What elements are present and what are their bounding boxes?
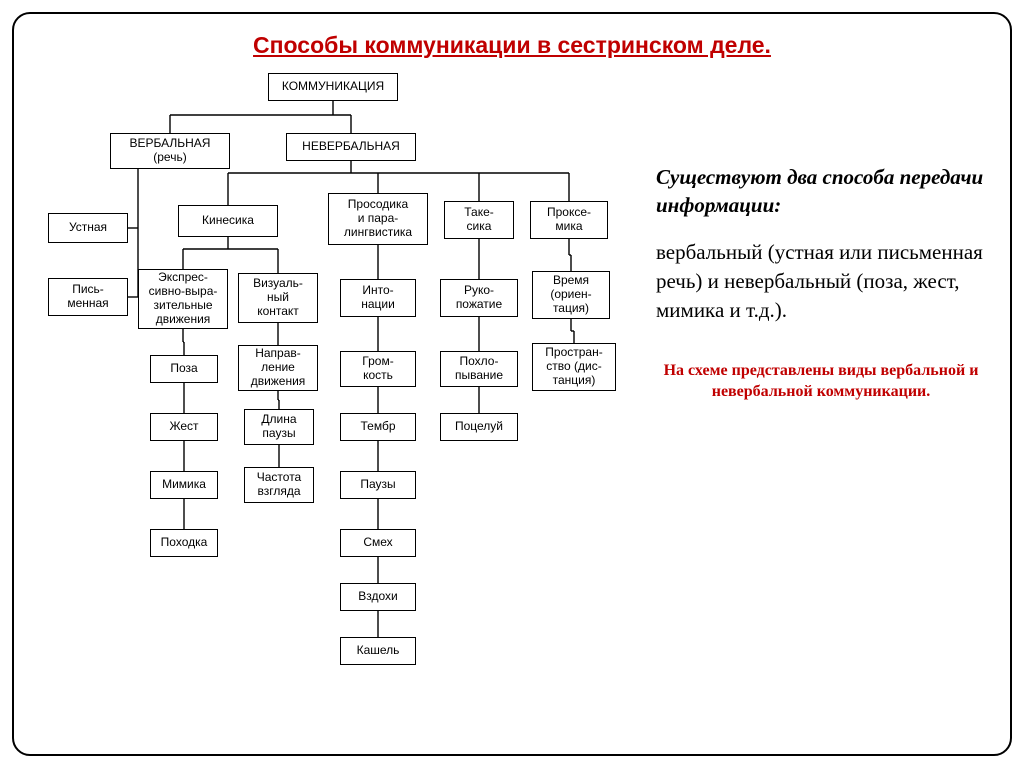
node-gait: Походка <box>150 529 218 557</box>
node-gesture: Жест <box>150 413 218 441</box>
node-cough: Кашель <box>340 637 416 665</box>
node-time: Время(ориен-тация) <box>532 271 610 319</box>
node-verbal: ВЕРБАЛЬНАЯ(речь) <box>110 133 230 169</box>
node-oral: Устная <box>48 213 128 243</box>
node-sigh: Вздохи <box>340 583 416 611</box>
slide-frame: Способы коммуникации в сестринском деле.… <box>12 12 1012 756</box>
node-laugh: Смех <box>340 529 416 557</box>
node-visual: Визуаль-ныйконтакт <box>238 273 318 323</box>
node-take: Таке-сика <box>444 201 514 239</box>
node-inton: Инто-нации <box>340 279 416 317</box>
node-written: Пись-менная <box>48 278 128 316</box>
tree-diagram: КОММУНИКАЦИЯ ВЕРБАЛЬНАЯ(речь) НЕВЕРБАЛЬНАЯ… <box>38 73 638 713</box>
node-space: Простран-ство (дис-танция) <box>532 343 616 391</box>
node-mimic: Мимика <box>150 471 218 499</box>
content-row: КОММУНИКАЦИЯ ВЕРБАЛЬНАЯ(речь) НЕВЕРБАЛЬНАЯ… <box>38 73 986 713</box>
node-loud: Гром-кость <box>340 351 416 387</box>
node-expr: Экспрес-сивно-выра-зительныедвижения <box>138 269 228 329</box>
node-nonverb: НЕВЕРБАЛЬНАЯ <box>286 133 416 161</box>
node-timbre: Тембр <box>340 413 416 441</box>
node-root: КОММУНИКАЦИЯ <box>268 73 398 101</box>
diagram-connectors <box>38 73 638 713</box>
node-hand: Руко-пожатие <box>440 279 518 317</box>
node-freq: Частотавзгляда <box>244 467 314 503</box>
side-body: вербальный (устная или письменная речь) … <box>656 238 986 326</box>
slide-title: Способы коммуникации в сестринском деле. <box>38 32 986 59</box>
node-pose: Поза <box>150 355 218 383</box>
node-pauses: Паузы <box>340 471 416 499</box>
node-dir: Направ-лениедвижения <box>238 345 318 391</box>
node-kines: Кинесика <box>178 205 278 237</box>
node-pause_len: Длинапаузы <box>244 409 314 445</box>
node-pat: Похло-пывание <box>440 351 518 387</box>
side-text: Существуют два способа передачи информац… <box>656 73 986 713</box>
node-prosod: Просодикаи пара-лингвистика <box>328 193 428 245</box>
node-prox: Проксе-мика <box>530 201 608 239</box>
side-lead: Существуют два способа передачи информац… <box>656 163 986 220</box>
side-caption: На схеме представлены виды вербальной и … <box>656 360 986 403</box>
node-kiss: Поцелуй <box>440 413 518 441</box>
